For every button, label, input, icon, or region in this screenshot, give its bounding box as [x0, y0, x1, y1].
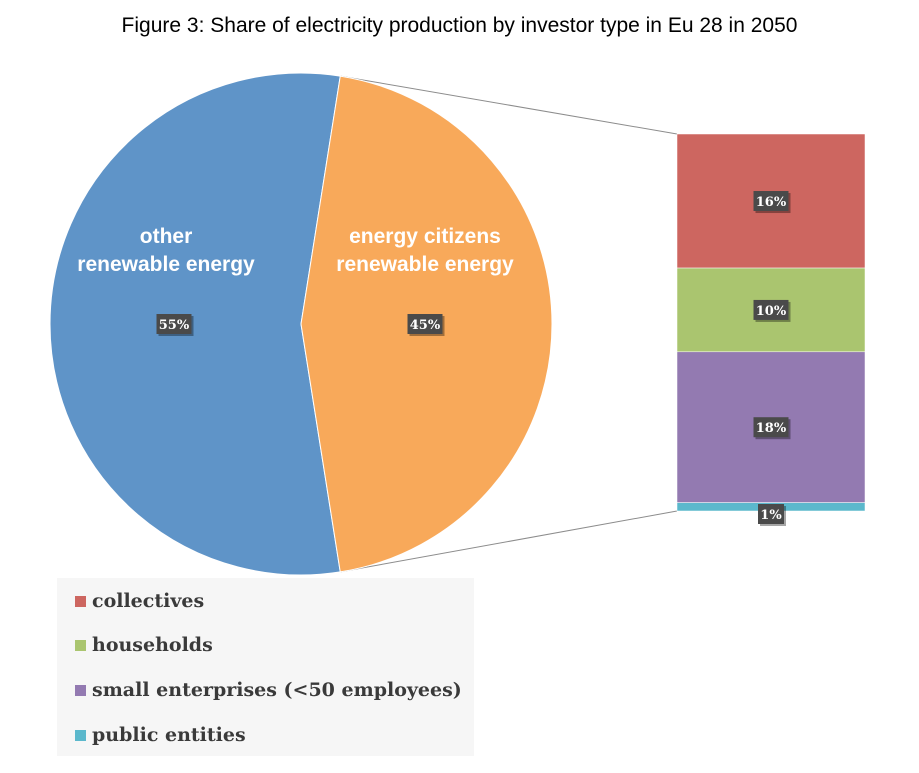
- legend-item: public entities: [75, 722, 246, 748]
- legend: collectives households small enterprises (…: [57, 578, 474, 756]
- pie-slice-name-line: renewable energy: [77, 253, 255, 276]
- legend-item: households: [75, 632, 213, 658]
- bar-segment-value-1: 10%: [756, 304, 787, 319]
- connector-line-bottom: [340, 510, 678, 573]
- bar-segment-value-0-box: 16%: [753, 191, 791, 214]
- pie-slice-name-0: other renewable energy: [77, 225, 255, 276]
- pie-slice-value-0: 55%: [159, 318, 190, 333]
- pie-slice-value-1-box: 45%: [407, 314, 445, 336]
- pie-slice-value-1: 45%: [410, 318, 441, 333]
- connector-line-top: [340, 75, 678, 135]
- legend-label: small enterprises (<50 employees): [92, 679, 462, 701]
- bar-segment-value-2-box: 18%: [753, 417, 791, 440]
- legend-label: collectives: [92, 590, 205, 612]
- pie-slice-name-line: energy citizens: [349, 225, 501, 248]
- bar-segment-value-2: 18%: [756, 421, 787, 436]
- legend-label: public entities: [92, 724, 246, 746]
- bar-segment-value-1-background: [753, 299, 789, 320]
- bar-segment-value-3-box: 1%: [758, 504, 786, 526]
- bar-segment-value-3-background: [758, 504, 784, 524]
- pie-slice-value-1-background: [407, 314, 443, 334]
- chart-title: Figure 3: Share of electricity productio…: [121, 14, 798, 37]
- legend-item: small enterprises (<50 employees): [75, 677, 462, 703]
- legend-swatch: [75, 595, 86, 607]
- pie-slice-name-line: other: [140, 225, 193, 248]
- legend-swatch: [75, 729, 86, 741]
- bar-segment-value-3: 1%: [760, 508, 782, 523]
- bar-segment-value-0-background: [753, 191, 789, 212]
- legend-swatch: [75, 639, 86, 651]
- pie-group: other renewable energy 55% energy citizens r…: [49, 72, 553, 576]
- stacked-bar-group: 16% 10% 18% 1%: [676, 133, 866, 526]
- pie-slice-value-0-box: 55%: [156, 314, 194, 336]
- legend-swatch: [75, 684, 86, 696]
- pie-slice-value-0-background: [156, 314, 192, 334]
- legend-item: collectives: [75, 588, 204, 614]
- bar-segment-value-1-box: 10%: [753, 299, 791, 322]
- legend-label: households: [92, 634, 213, 656]
- connector-lines: [340, 75, 678, 573]
- pie-slice-name-1: energy citizens renewable energy: [336, 225, 514, 276]
- pie-slice-name-line: renewable energy: [336, 253, 514, 276]
- pie-slice-0: [49, 72, 341, 576]
- bar-segment-value-2-background: [753, 417, 789, 438]
- bar-segment-value-0: 16%: [756, 195, 787, 210]
